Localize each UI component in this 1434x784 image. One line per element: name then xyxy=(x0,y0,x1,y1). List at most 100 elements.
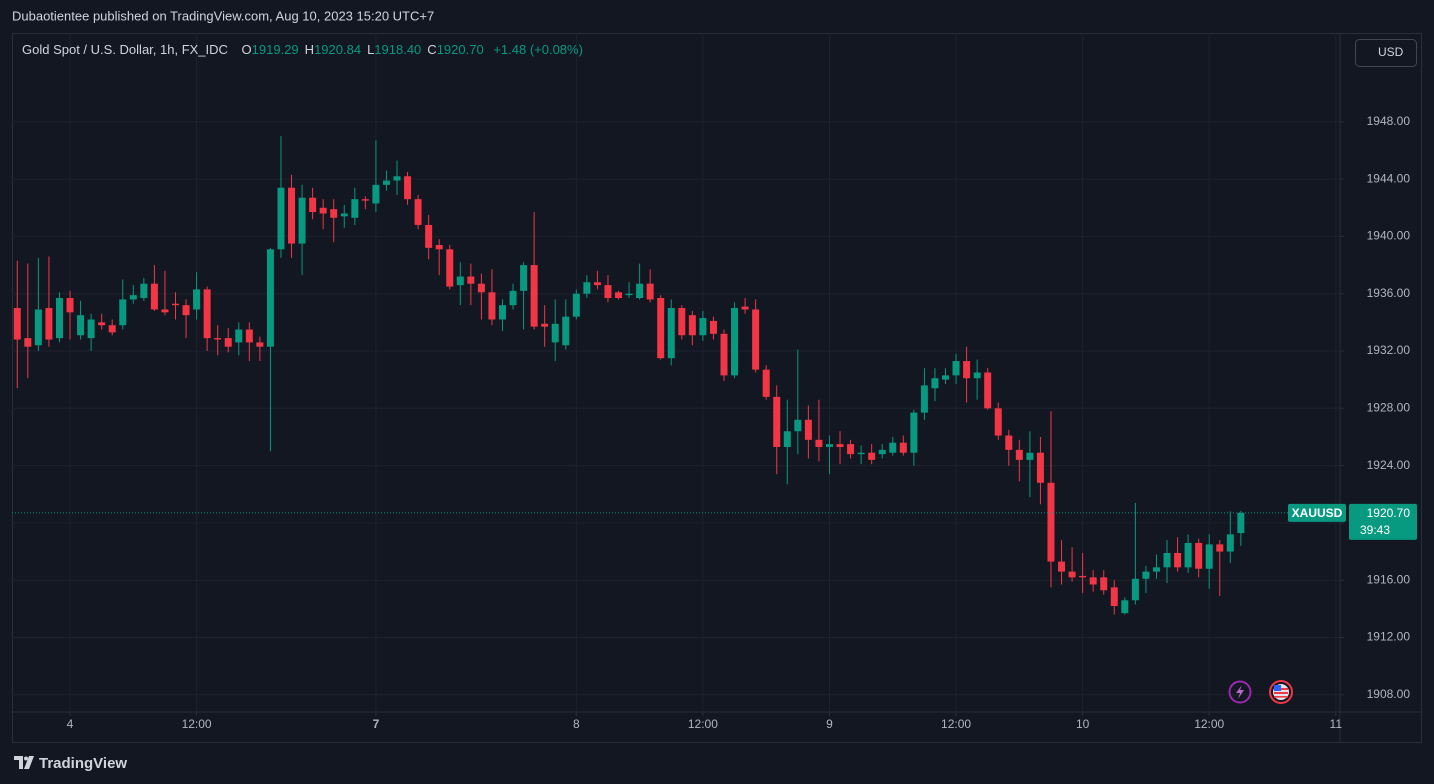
candle-body xyxy=(762,369,770,397)
candle-body xyxy=(498,305,506,320)
brand-logo xyxy=(14,756,34,769)
candle-body xyxy=(657,298,665,359)
candle-body xyxy=(1237,512,1245,534)
y-tick-label: 1924.00 xyxy=(1367,458,1411,472)
candle-body xyxy=(636,283,644,299)
ohlc-value: 1920.70 xyxy=(437,42,484,57)
candle-body xyxy=(572,293,580,317)
candle-body xyxy=(825,444,833,447)
x-tick-label: 12:00 xyxy=(1194,717,1224,731)
candle-body xyxy=(530,265,538,327)
y-tick-label: 1912.00 xyxy=(1367,630,1411,644)
candle-body xyxy=(889,442,897,453)
candle-body xyxy=(361,199,369,201)
candle-body xyxy=(129,295,137,300)
candle-body xyxy=(330,209,338,218)
x-tick-label: 9 xyxy=(826,717,833,731)
candle-body xyxy=(541,323,549,327)
candle-body xyxy=(488,292,496,320)
candle-body xyxy=(1089,577,1097,585)
x-tick-label: 8 xyxy=(573,717,580,731)
candle-body xyxy=(1005,435,1013,450)
candle-body xyxy=(583,282,591,294)
candle-body xyxy=(794,419,802,432)
currency-button[interactable] xyxy=(1355,39,1417,67)
candle-body xyxy=(203,289,211,339)
x-tick-label: 12:00 xyxy=(688,717,718,731)
candle-body xyxy=(1142,571,1150,579)
candle-body xyxy=(1110,587,1118,606)
candle-body xyxy=(910,412,918,453)
y-tick-label: 1940.00 xyxy=(1367,229,1411,243)
ohlc-key: C xyxy=(427,42,436,57)
ohlc-key: O xyxy=(242,42,252,57)
candle-body xyxy=(319,207,327,214)
candle-body xyxy=(77,315,85,336)
ohlc-value: 1919.29 xyxy=(252,42,299,57)
candle-body xyxy=(245,329,253,343)
y-tick-label: 1936.00 xyxy=(1367,286,1411,300)
candle-body xyxy=(942,375,950,380)
candle-body xyxy=(1036,452,1044,483)
candle-body xyxy=(509,290,517,306)
chart-frame xyxy=(12,33,1422,743)
candle-body xyxy=(625,293,633,296)
y-tick-label: 1944.00 xyxy=(1367,171,1411,185)
candle-body xyxy=(372,184,380,204)
candle-body xyxy=(1226,534,1234,552)
candle-body xyxy=(804,419,812,440)
candle-body xyxy=(1216,544,1224,552)
price-tag xyxy=(1349,503,1417,540)
candle-body xyxy=(193,289,201,310)
candle-body xyxy=(45,308,53,340)
candle-body xyxy=(1079,575,1087,578)
candle-body xyxy=(615,292,623,299)
candle-body xyxy=(351,199,359,218)
y-tick-label: 1928.00 xyxy=(1367,400,1411,414)
x-tick-label: 10 xyxy=(1076,717,1090,731)
candle-body xyxy=(973,372,981,379)
lightning-icon[interactable] xyxy=(1228,680,1252,704)
y-tick-label: 1916.00 xyxy=(1367,572,1411,586)
candle-body xyxy=(688,315,696,336)
candle-body xyxy=(868,452,876,460)
ohlc-value: 1918.40 xyxy=(374,42,421,57)
candle-body xyxy=(1131,578,1139,601)
axes: 1908.001912.001916.001920.001924.001928.… xyxy=(67,114,1417,731)
legend-line: Gold Spot / U.S. Dollar, 1h, FX_IDC O191… xyxy=(22,42,583,57)
grid xyxy=(12,33,1340,712)
candle-body xyxy=(66,298,74,313)
candle-body xyxy=(899,442,907,453)
candle-body xyxy=(150,283,158,310)
candle-body xyxy=(667,308,675,359)
candle-body xyxy=(98,322,106,326)
candle-body xyxy=(562,316,570,346)
y-tick-label: 1932.00 xyxy=(1367,343,1411,357)
candle-body xyxy=(878,449,886,455)
candle-body xyxy=(288,187,296,244)
candle-body xyxy=(404,176,412,200)
candle-body xyxy=(1205,544,1213,569)
candle-body xyxy=(1026,452,1034,460)
candle-body xyxy=(836,444,844,447)
candle-body xyxy=(34,309,42,346)
price-tag-label: 1920.70 xyxy=(1367,506,1411,520)
candle-body xyxy=(224,338,232,347)
candle-body xyxy=(456,276,464,286)
currency-label[interactable]: USD xyxy=(1378,45,1404,59)
candle-body xyxy=(741,306,749,310)
candle-body xyxy=(731,308,739,376)
ohlc-value: 1920.84 xyxy=(314,42,361,57)
brand-name: TradingView xyxy=(39,755,127,772)
x-tick-label: 11 xyxy=(1330,717,1343,731)
candle-body xyxy=(1047,482,1055,562)
flag-icon[interactable] xyxy=(1269,680,1293,704)
candle-body xyxy=(1184,542,1192,568)
candle-body xyxy=(55,298,63,339)
y-tick-label: 1908.00 xyxy=(1367,687,1411,701)
ohlc-key: L xyxy=(367,42,374,57)
x-tick-label: 7 xyxy=(373,717,380,731)
candle-body xyxy=(1195,542,1203,569)
candle-body xyxy=(161,309,169,313)
